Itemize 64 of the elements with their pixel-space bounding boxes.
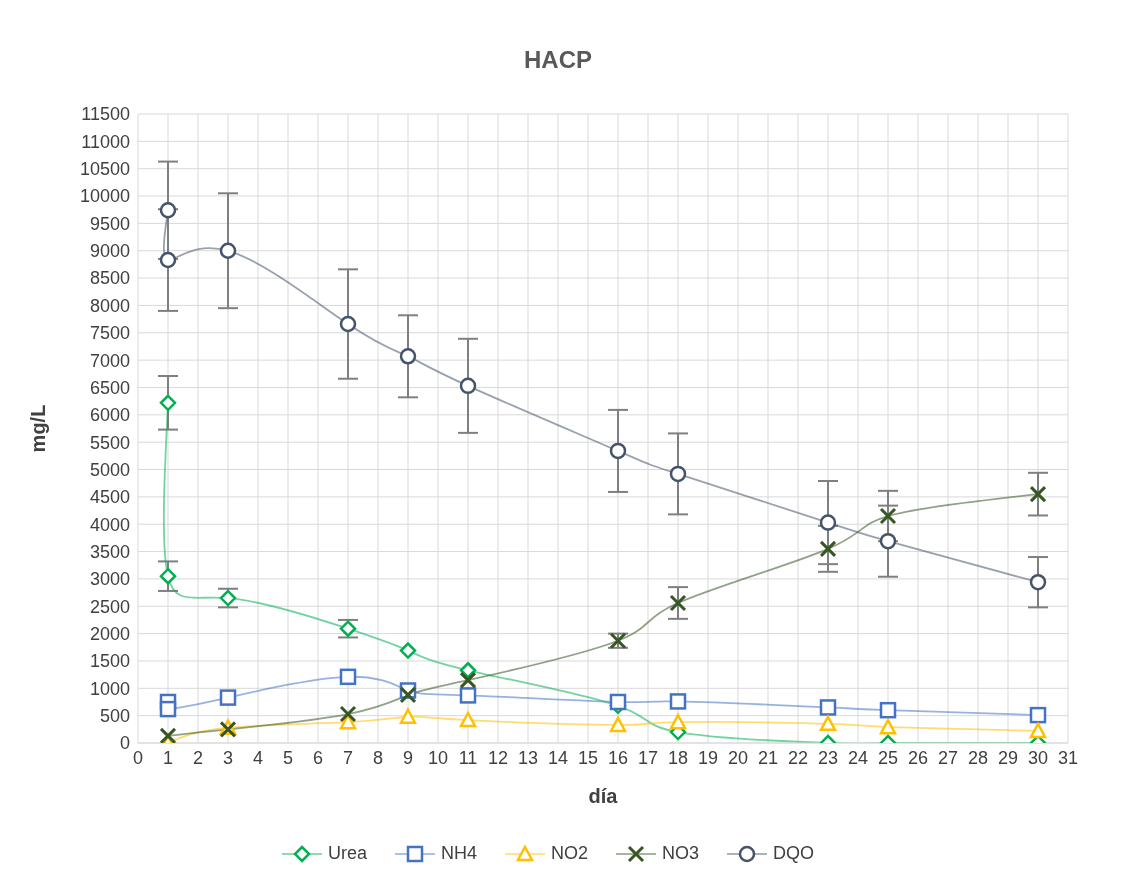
x-tick-label: 9 [402,747,414,768]
x-tick-label: 27 [937,747,959,768]
y-tick-label: 1500 [89,651,130,672]
x-tick-label: 7 [342,747,354,768]
y-tick-label: 8500 [89,268,130,289]
x-tick-label: 25 [877,747,899,768]
y-tick-label: 4000 [89,514,130,535]
x-axis-title: día [588,785,619,807]
x-tick-label: 14 [547,747,569,768]
x-tick-label: 31 [1057,747,1079,768]
y-tick-label: 9500 [89,213,130,234]
x-tick-label: 4 [252,747,264,768]
x-tick-label: 22 [787,747,809,768]
x-tick-label: 11 [458,747,478,768]
x-tick-label: 19 [697,747,719,768]
y-tick-label: 10500 [79,159,130,180]
y-tick-label: 6000 [89,405,130,426]
y-tick-label: 500 [99,706,130,727]
x-tick-label: 2 [192,747,204,768]
y-tick-label: 3000 [89,569,130,590]
x-tick-label: 10 [427,747,449,768]
x-tick-label: 3 [222,747,234,768]
y-tick-label: 5500 [89,432,130,453]
x-tick-label: 26 [907,747,929,768]
y-tick-label: 0 [119,733,130,754]
x-tick-label: 23 [817,747,839,768]
x-tick-label: 8 [372,747,384,768]
x-tick-label: 17 [637,747,659,768]
legend-label: NO2 [550,843,588,864]
legend-label: DQO [772,843,815,864]
y-axis-title: mg/L [27,404,50,453]
x-tick-label: 6 [312,747,324,768]
y-tick-label: 11000 [81,131,130,152]
y-tick-label: 3500 [89,541,130,562]
x-tick-label: 5 [282,747,294,768]
x-tick-label: 30 [1027,747,1049,768]
x-tick-label: 0 [132,747,144,768]
y-tick-label: 1000 [89,678,130,699]
y-tick-label: 7000 [89,350,130,371]
y-tick-label: 11500 [81,104,130,125]
y-tick-label: 10000 [79,186,130,207]
y-tick-label: 7500 [89,323,130,344]
y-tick-label: 4500 [89,487,130,508]
y-tick-label: 5000 [89,459,130,480]
x-tick-label: 12 [487,747,509,768]
y-tick-label: 2500 [89,596,130,617]
x-tick-label: 15 [577,747,599,768]
x-tick-label: 16 [607,747,629,768]
legend-label: Urea [326,843,367,864]
legend-label: NO3 [661,843,700,864]
x-tick-label: 18 [667,747,689,768]
x-tick-label: 29 [997,747,1019,768]
x-tick-label: 28 [967,747,989,768]
x-tick-label: 21 [757,747,779,768]
x-tick-label: 24 [847,747,869,768]
x-tick-label: 13 [517,747,539,768]
y-tick-label: 8000 [89,295,130,316]
y-tick-label: 6500 [89,377,130,398]
x-tick-label: 20 [727,747,749,768]
chart-title: HACP [523,45,593,75]
y-tick-label: 2000 [89,624,130,644]
legend-label: NH4 [439,843,477,864]
x-tick-label: 1 [162,747,174,768]
y-tick-label: 9000 [89,241,130,262]
